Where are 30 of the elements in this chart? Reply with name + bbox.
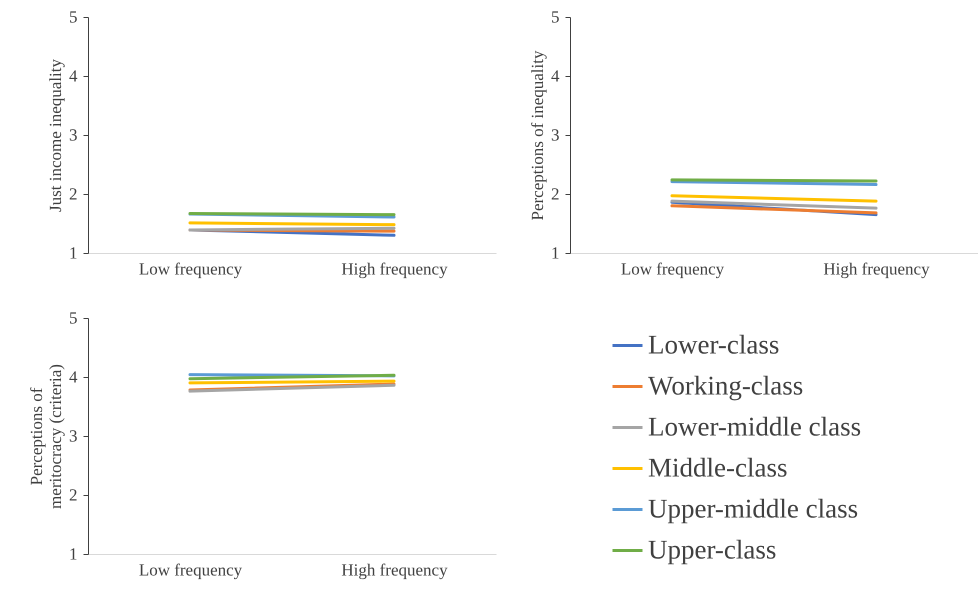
y-tick-label: 2 xyxy=(69,184,78,204)
legend-label: Upper-middle class xyxy=(648,494,858,524)
y-tick-label: 1 xyxy=(551,244,560,262)
y-tick-label: 5 xyxy=(551,8,560,26)
y-tick-label: 3 xyxy=(551,126,560,144)
legend-label: Lower-class xyxy=(648,330,780,360)
legend-label: Middle-class xyxy=(648,452,788,482)
x-tick-label: Low frequency xyxy=(138,260,243,278)
y-tick-label: 4 xyxy=(69,368,78,386)
y-axis-title: Just income inequality xyxy=(46,58,65,212)
y-tick-label: 2 xyxy=(69,486,78,504)
y-tick-label: 4 xyxy=(69,66,78,86)
y-axis-title: Perceptions of meritocracy (criteria) xyxy=(27,364,65,509)
y-tick-label: 5 xyxy=(69,308,78,328)
legend-label: Lower-middle class xyxy=(648,412,862,442)
y-tick-label: 1 xyxy=(69,244,78,262)
x-tick-label: High frequency xyxy=(341,260,448,278)
x-tick-label: High frequency xyxy=(823,260,930,278)
x-tick-label: Low frequency xyxy=(138,560,243,580)
x-tick-label: High frequency xyxy=(341,560,448,580)
y-tick-label: 3 xyxy=(69,426,78,446)
x-tick-label: Low frequency xyxy=(620,260,725,278)
legend-label: Working-class xyxy=(648,370,804,400)
y-tick-label: 1 xyxy=(69,544,78,564)
y-tick-label: 2 xyxy=(551,184,560,204)
y-tick-label: 3 xyxy=(69,126,78,144)
y-tick-label: 5 xyxy=(69,8,78,26)
legend-label: Upper-class xyxy=(648,534,776,564)
y-axis-title: Perceptions of inequality xyxy=(528,50,547,220)
y-tick-label: 4 xyxy=(551,66,560,86)
